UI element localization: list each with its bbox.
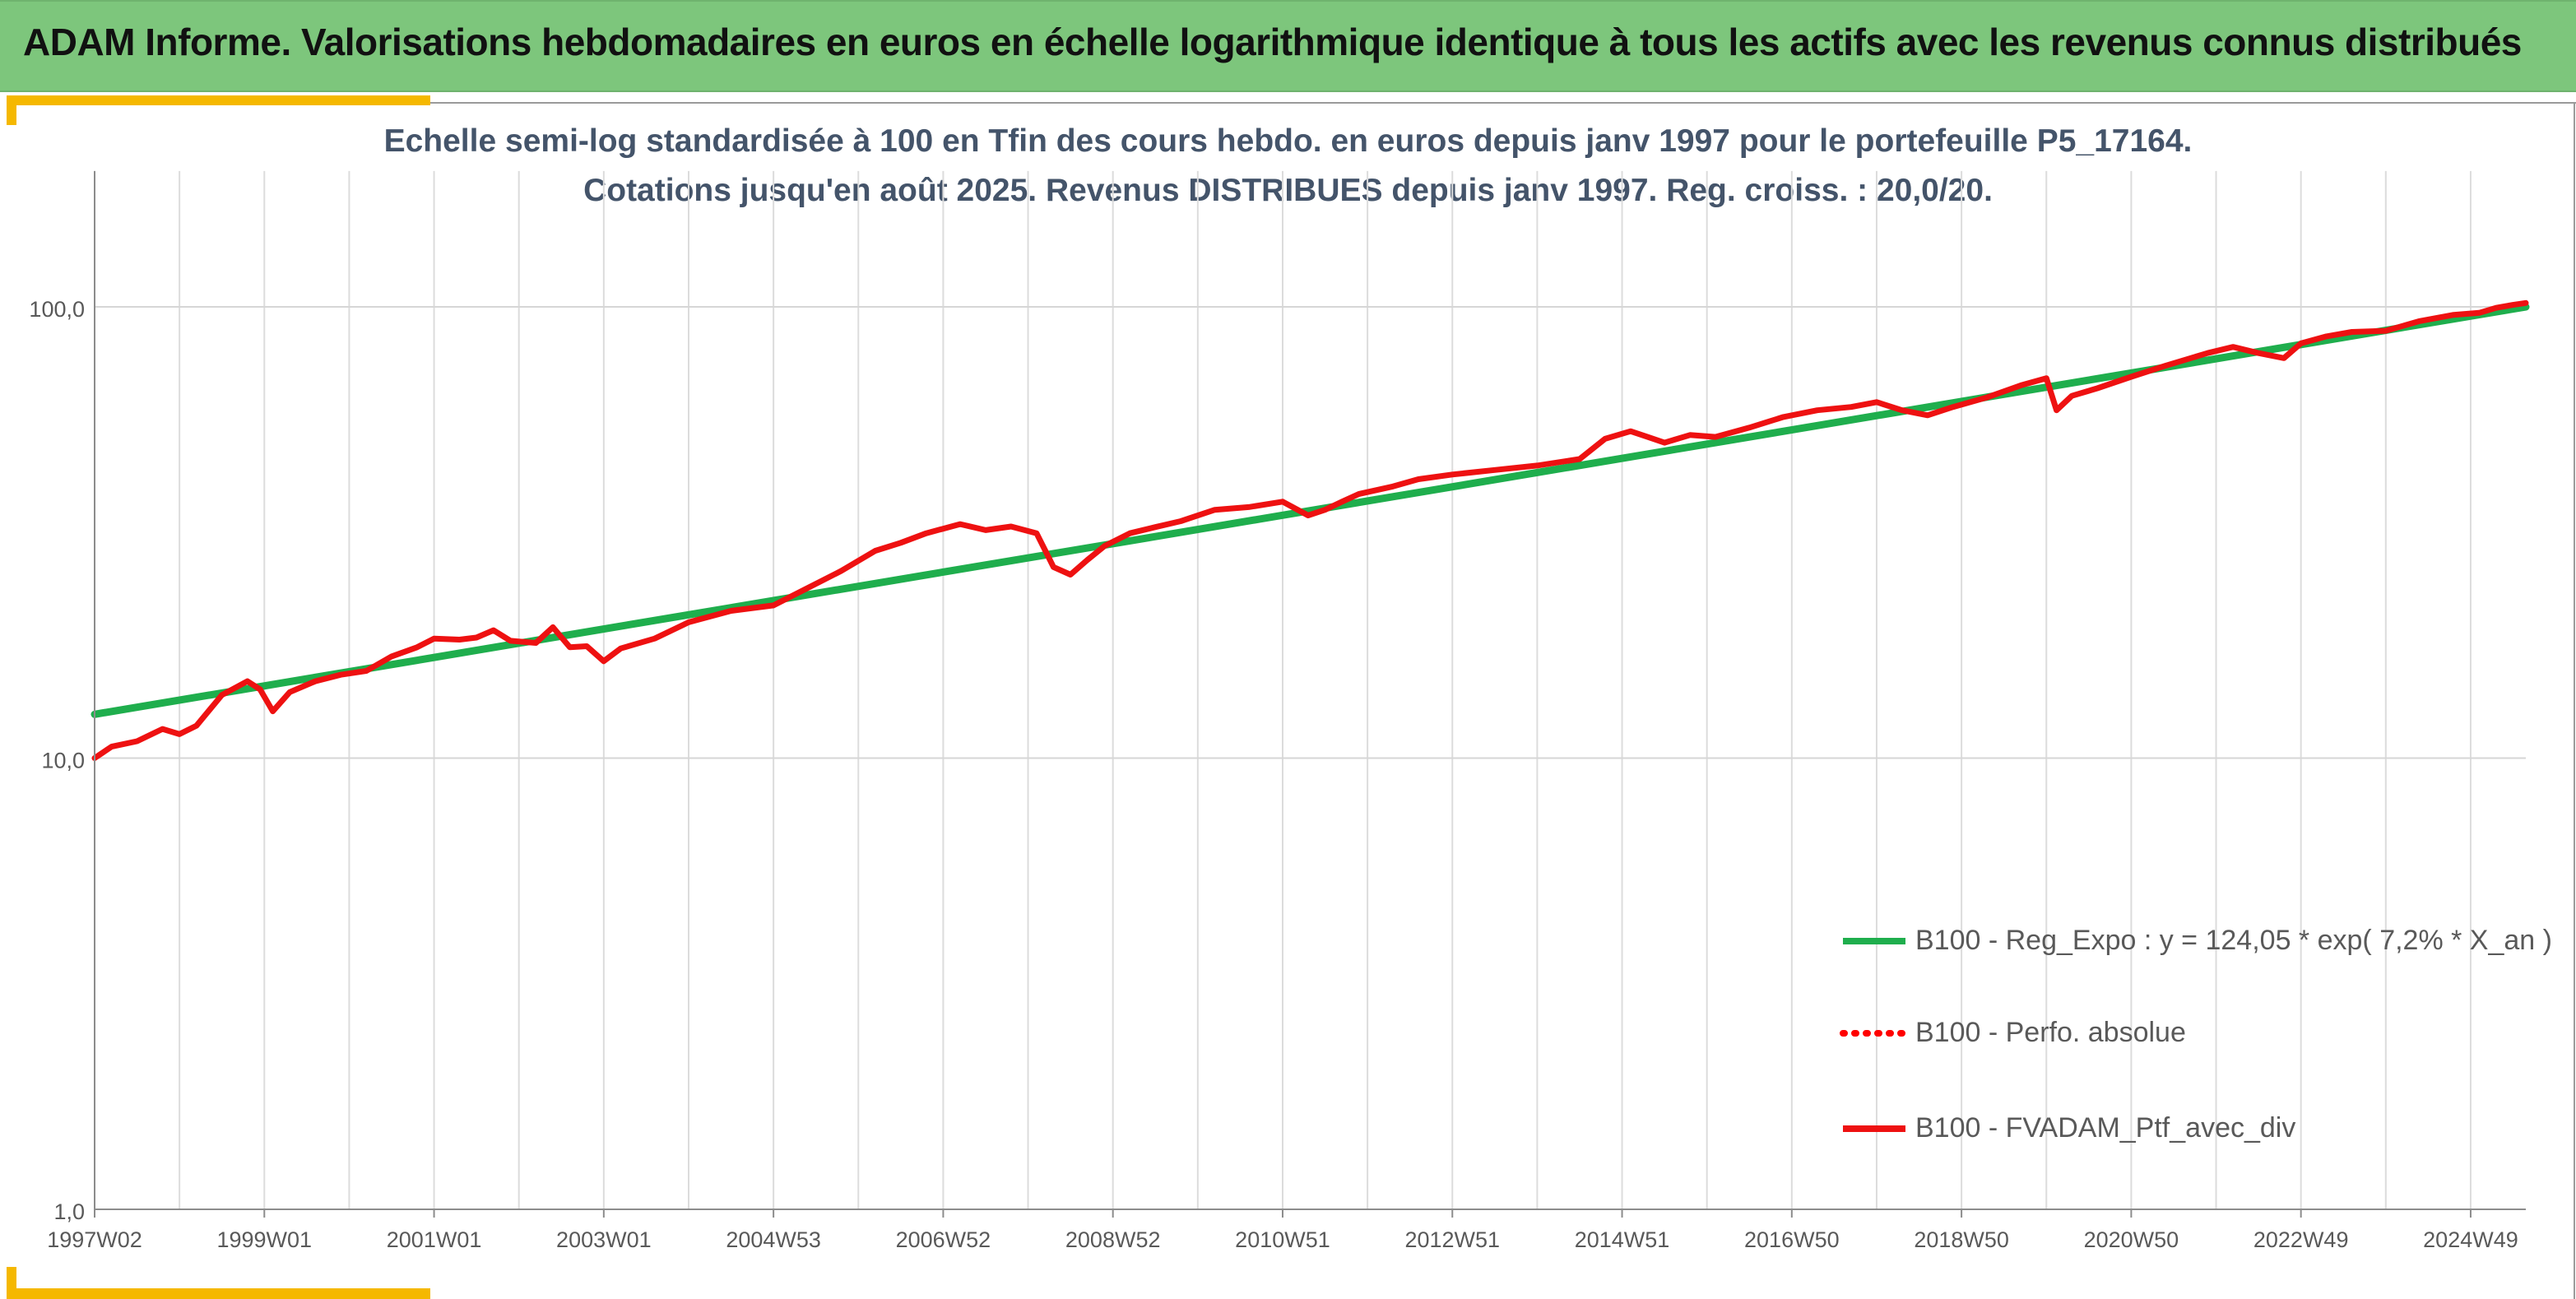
x-tick-label: 2014W51 (1575, 1227, 1670, 1252)
y-tick-label: 1,0 (53, 1199, 85, 1224)
chart-frame-top (428, 102, 2576, 104)
accent-corner-top (7, 95, 430, 105)
accent-corner-left (7, 95, 16, 125)
x-tick-label: 2010W51 (1235, 1227, 1330, 1252)
x-tick-label: 2020W50 (2084, 1227, 2179, 1252)
regression-line (91, 303, 2530, 718)
legend-label-perfo-absolue: B100 - Perfo. absolue (1915, 1017, 2186, 1048)
x-tick-label: 2024W49 (2423, 1227, 2518, 1252)
chart-frame-right (2574, 102, 2575, 1299)
report-title: ADAM Informe. Valorisations hebdomadaire… (23, 21, 2522, 63)
x-tick-label: 2004W53 (726, 1227, 821, 1252)
accent-corner-bottom-left (7, 1267, 16, 1297)
x-tick-label: 2018W50 (1914, 1227, 2009, 1252)
x-tick-label: 2016W50 (1744, 1227, 1840, 1252)
x-tick-label: 2012W51 (1404, 1227, 1500, 1252)
series-layer (91, 299, 2530, 761)
x-tick-label: 2008W52 (1065, 1227, 1161, 1252)
x-tick-label: 2006W52 (896, 1227, 991, 1252)
accent-corner-bottom (7, 1288, 430, 1299)
x-tick-label: 1999W01 (216, 1227, 312, 1252)
y-tick-label: 10,0 (41, 749, 85, 773)
x-tick-label: 2003W01 (556, 1227, 652, 1252)
grid-layer (94, 170, 2526, 1210)
chart-title-line-1: Echelle semi-log standardisée à 100 en T… (383, 123, 2193, 159)
x-tick-label: 1997W02 (47, 1227, 142, 1252)
report-banner: ADAM Informe. Valorisations hebdomadaire… (0, 0, 2576, 92)
portfolio-line (91, 299, 2529, 761)
y-tick-label: 100,0 (29, 297, 85, 322)
legend-label-regression: B100 - Reg_Expo : y = 124,05 * exp( 7,2%… (1915, 925, 2552, 956)
x-tick-label: 2022W49 (2253, 1227, 2349, 1252)
chart-title-line-2: Cotations jusqu'en août 2025. Revenus DI… (583, 173, 1993, 208)
legend-label-portfolio: B100 - FVADAM_Ptf_avec_div (1915, 1112, 2296, 1144)
legend-layer (1840, 938, 1909, 1132)
x-tick-label: 2001W01 (387, 1227, 482, 1252)
axis-layer: 100,0 10,0 1,0 1997W02 1999W01 2001W01 2003W01… (29, 170, 2526, 1252)
